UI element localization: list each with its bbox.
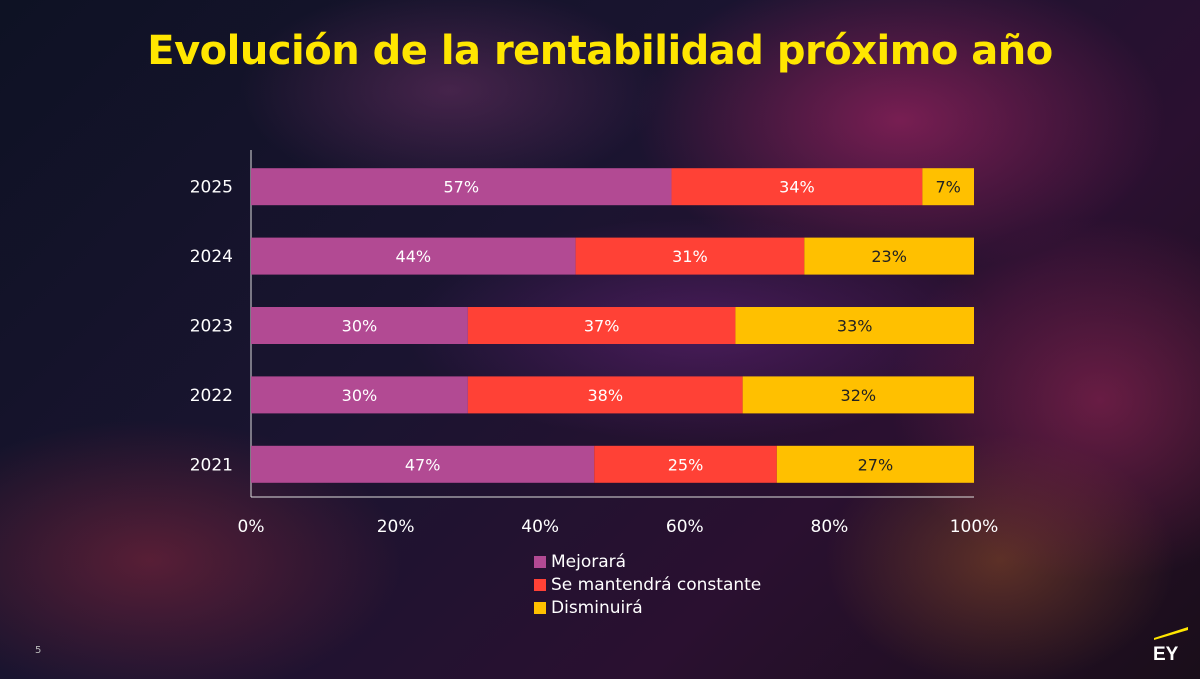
data-label: 33% <box>837 317 873 336</box>
data-label: 30% <box>342 317 378 336</box>
bar-segment <box>251 237 576 275</box>
bar-segment <box>467 307 736 344</box>
x-tick-label: 40% <box>521 517 559 537</box>
page-number: 5 <box>35 645 42 656</box>
x-tick-label: 80% <box>811 517 849 537</box>
bar-segment <box>467 376 743 414</box>
bar-segment <box>804 237 974 275</box>
bar-segment <box>776 445 974 483</box>
legend-label: Disminuirá <box>551 597 643 618</box>
y-tick-label: 2022 <box>190 386 233 406</box>
legend-item-disminuira: Disminuirá <box>534 596 761 619</box>
x-tick-label: 60% <box>666 517 704 537</box>
page-title: Evolución de la rentabilidad próximo año <box>147 28 1053 74</box>
x-tick-label: 0% <box>238 517 265 537</box>
x-tick-label: 20% <box>377 517 415 537</box>
y-tick-label: 2021 <box>190 455 233 475</box>
legend-swatch <box>534 601 546 614</box>
data-label: 25% <box>668 455 704 474</box>
data-label: 34% <box>779 178 815 197</box>
data-label: 44% <box>396 247 432 266</box>
y-tick-label: 2024 <box>190 247 233 267</box>
data-label: 38% <box>587 386 623 405</box>
data-label: 57% <box>443 178 479 197</box>
legend-label: Se mantendrá constante <box>551 574 762 595</box>
legend-swatch <box>534 555 546 568</box>
bar-segment <box>251 168 672 206</box>
bar-segment <box>922 168 974 206</box>
ey-logo: EY <box>1153 627 1188 665</box>
svg-text:EY: EY <box>1153 644 1179 665</box>
data-label: 23% <box>871 247 907 266</box>
legend: Mejorará Se mantendrá constante Disminui… <box>534 550 761 619</box>
data-label: 27% <box>858 455 894 474</box>
data-label: 30% <box>342 386 378 405</box>
bar-segment <box>575 237 805 275</box>
data-label: 47% <box>405 455 441 474</box>
bar-segment <box>251 445 595 483</box>
data-label: 7% <box>935 178 960 197</box>
bar-segment <box>594 445 777 483</box>
bar-segment <box>742 376 974 414</box>
bar-segment <box>671 168 923 206</box>
bar-segment <box>251 307 468 344</box>
data-label: 31% <box>672 247 708 266</box>
legend-label: Mejorará <box>551 551 627 572</box>
y-tick-label: 2025 <box>190 178 233 198</box>
bar-segment <box>735 307 974 344</box>
legend-swatch <box>534 578 546 591</box>
y-tick-label: 2023 <box>190 317 233 337</box>
data-label: 32% <box>841 386 877 405</box>
data-label: 37% <box>584 317 620 336</box>
bar-segment <box>251 376 468 414</box>
x-tick-label: 100% <box>950 517 999 537</box>
legend-item-mejorara: Mejorará <box>534 550 761 573</box>
legend-item-se-mantendra: Se mantendrá constante <box>534 573 761 596</box>
